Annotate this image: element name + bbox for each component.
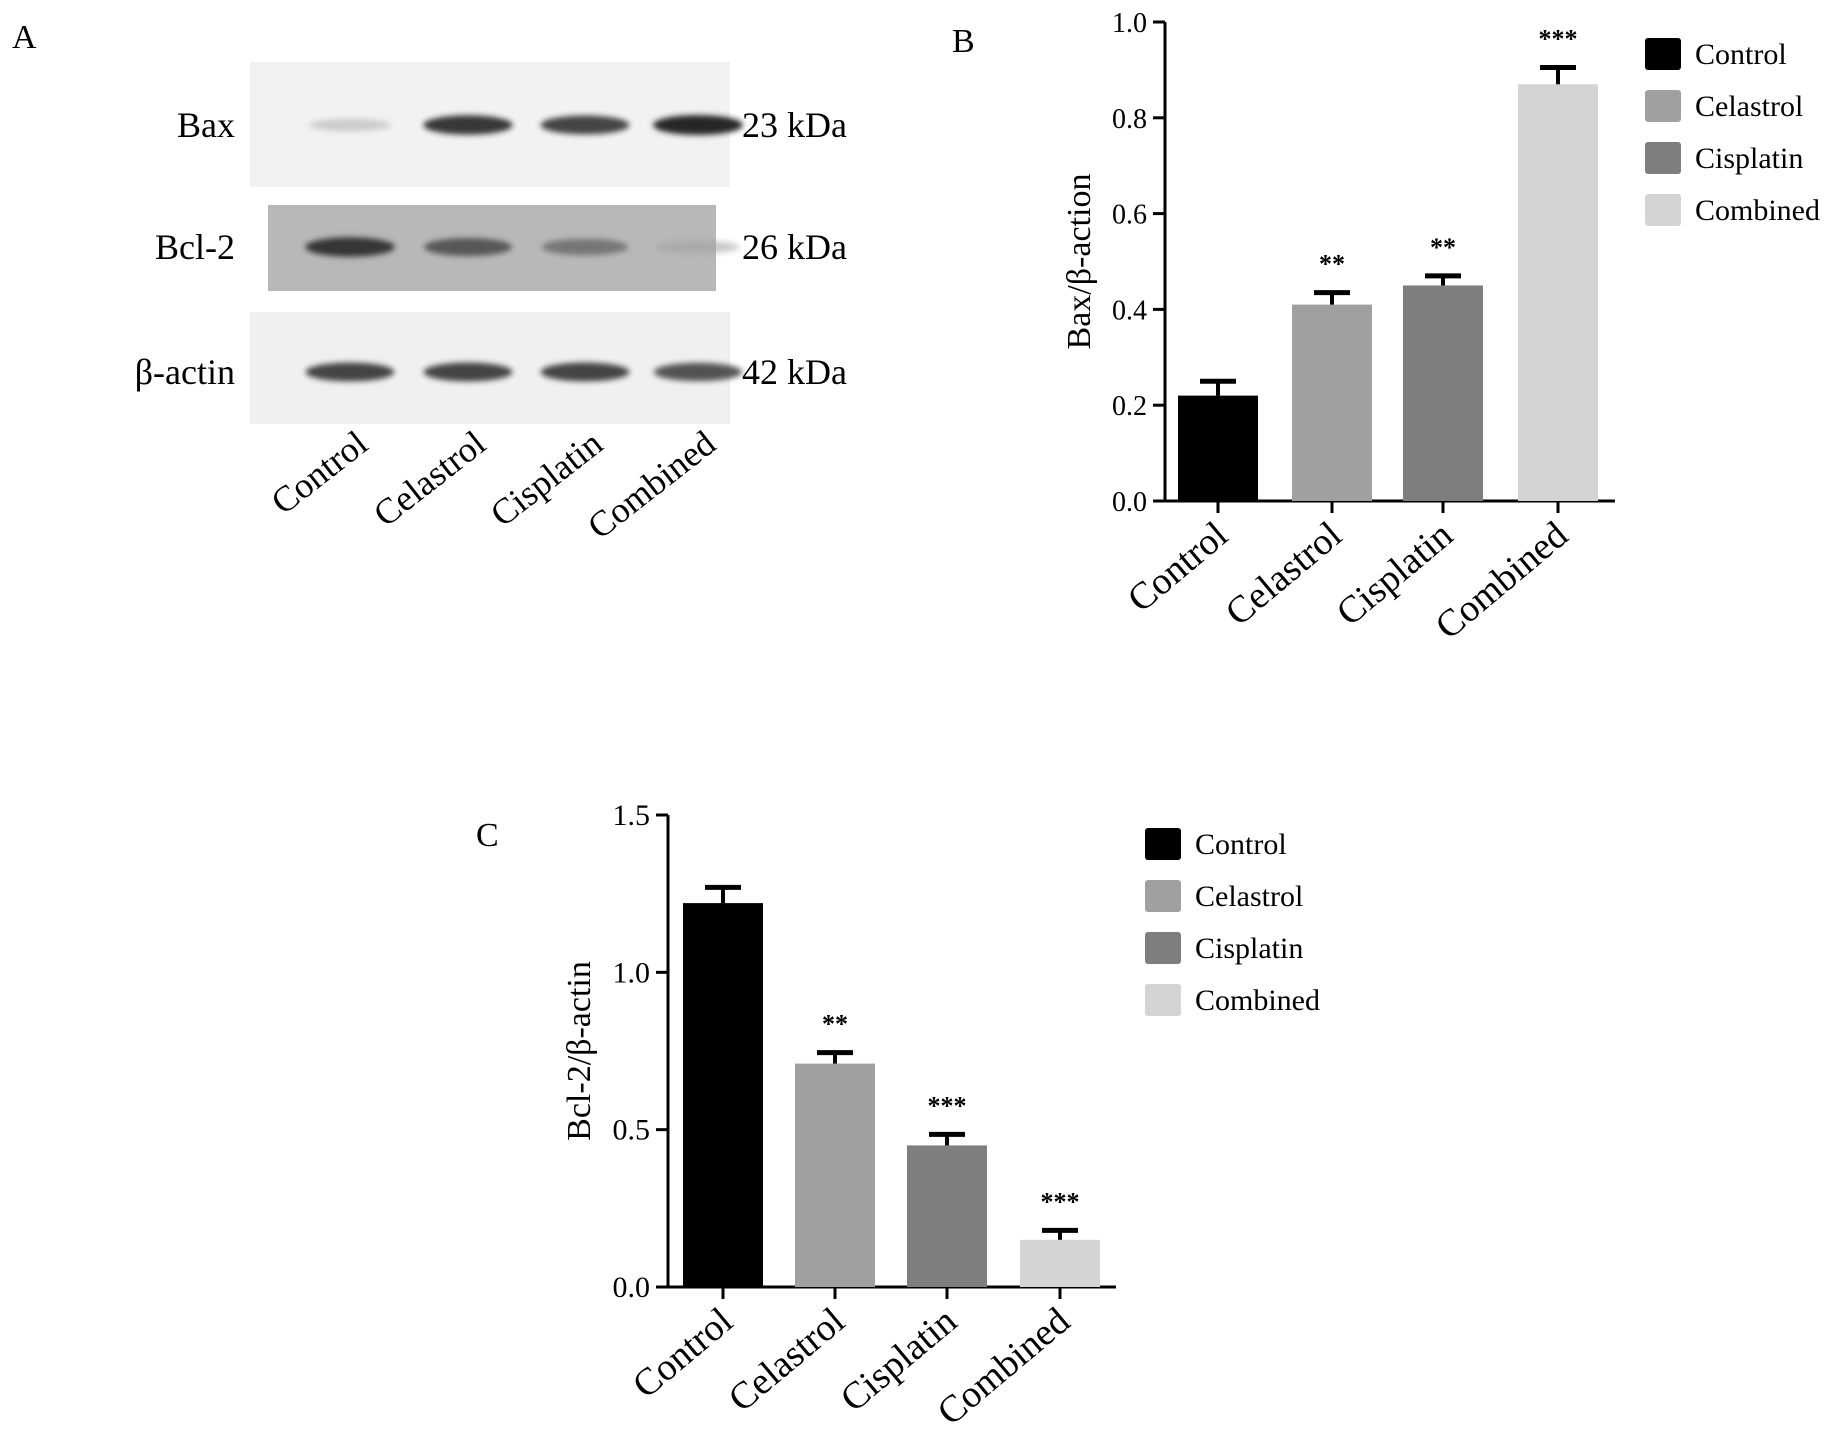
x-tick-label: Control (1120, 514, 1236, 621)
legend-swatch (1645, 194, 1681, 226)
x-tick-label: Celastrol (721, 1300, 853, 1420)
bar-combined (1518, 84, 1598, 502)
legend-label: Combined (1195, 984, 1320, 1017)
bar-cisplatin (907, 1145, 987, 1287)
y-tick-label: 0.0 (613, 1271, 651, 1304)
legend-label: Control (1695, 38, 1787, 71)
y-tick-label: 1.5 (613, 799, 651, 832)
blot-band (305, 237, 395, 257)
blot-band (653, 115, 743, 135)
legend-label: Control (1195, 828, 1287, 861)
bar-combined (1020, 1239, 1100, 1287)
panel-label-b: B (952, 23, 975, 60)
bar-control (683, 903, 763, 1287)
legend-swatch (1645, 38, 1681, 70)
legend-swatch (1145, 880, 1181, 912)
significance-marker: *** (928, 1091, 967, 1120)
blot-band (653, 362, 743, 382)
bcl2-chart: 0.0 0.5 1.0 1.5 Bcl-2/β-actin Control ** Celast… (561, 799, 1320, 1434)
blot-band (305, 362, 395, 382)
y-axis-label: Bcl-2/β-actin (561, 961, 598, 1141)
bar-celastrol (795, 1063, 875, 1287)
legend-swatch (1145, 932, 1181, 964)
y-axis-label: Bax/β-action (1061, 174, 1098, 350)
y-tick-label: 0.4 (1112, 295, 1147, 326)
legend-swatch (1645, 142, 1681, 174)
blot-band (541, 238, 629, 256)
y-tick-label: 1.0 (1112, 8, 1147, 39)
molecular-weight-label: 42 kDa (742, 352, 847, 392)
bar-celastrol (1292, 304, 1372, 501)
bar-cisplatin (1403, 285, 1483, 501)
protein-label: Bcl-2 (155, 227, 235, 267)
legend-swatch (1145, 984, 1181, 1016)
legend-label: Cisplatin (1195, 932, 1303, 965)
legend-label: Celastrol (1695, 90, 1803, 123)
y-tick-label: 0.2 (1112, 391, 1147, 422)
panel-label-c: C (476, 817, 499, 854)
bax-chart: 0.0 0.2 0.4 0.6 0.8 1.0 Bax/β-action Control ** C… (1061, 8, 1820, 648)
blot-band (423, 115, 513, 135)
western-blot: Bax 23 kDa Bcl-2 26 kDa β-actin 42 kDa Control… (135, 62, 847, 547)
y-tick-label: 0.8 (1112, 104, 1147, 135)
y-tick-label: 1.0 (613, 956, 651, 989)
bar-control (1178, 395, 1258, 501)
molecular-weight-label: 26 kDa (742, 227, 847, 267)
blot-band (424, 238, 512, 256)
legend-swatch (1645, 90, 1681, 122)
lane-label: Combined (580, 423, 723, 547)
legend-label: Cisplatin (1695, 142, 1803, 175)
x-tick-label: Celastrol (1218, 514, 1350, 634)
molecular-weight-label: 23 kDa (742, 105, 847, 145)
significance-marker: *** (1539, 25, 1578, 54)
lane-label: Celastrol (366, 423, 493, 535)
panel-label-a: A (12, 19, 37, 56)
significance-marker: *** (1041, 1187, 1080, 1216)
lane-label: Control (264, 423, 375, 522)
protein-label: Bax (177, 105, 235, 145)
blot-band (308, 118, 392, 132)
legend-label: Combined (1695, 194, 1820, 227)
y-tick-label: 0.6 (1112, 200, 1147, 231)
protein-label: β-actin (135, 352, 235, 392)
y-tick-label: 0.0 (1112, 487, 1147, 518)
blot-band (540, 362, 630, 382)
legend-swatch (1145, 828, 1181, 860)
significance-marker: ** (1319, 250, 1345, 279)
blot-band (423, 362, 513, 382)
significance-marker: ** (1430, 233, 1456, 262)
y-tick-label: 0.5 (613, 1114, 651, 1147)
legend-label: Celastrol (1195, 880, 1303, 913)
blot-band (656, 240, 740, 254)
significance-marker: ** (822, 1010, 848, 1039)
blot-band (540, 115, 630, 135)
